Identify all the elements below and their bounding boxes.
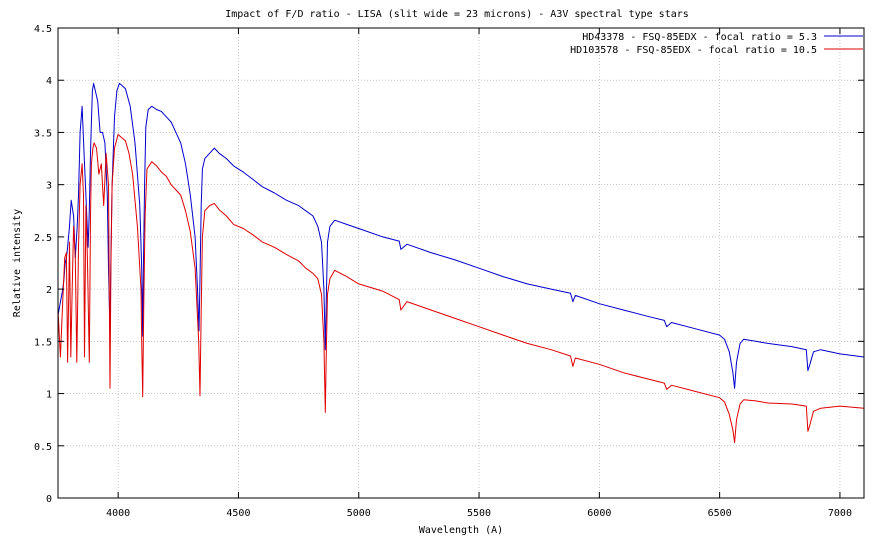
x-tick-label: 4000 xyxy=(106,508,130,519)
legend-label-series-1: HD43378 - FSQ-85EDX - focal ratio = 5.3 xyxy=(582,32,817,43)
y-tick-label: 3.5 xyxy=(34,128,52,139)
plot-frame xyxy=(57,27,865,499)
series-line-2 xyxy=(57,134,865,444)
series-line-1 xyxy=(57,82,865,389)
x-tick-label: 4500 xyxy=(226,508,250,519)
legend-label-series-2: HD103578 - FSQ-85EDX - focal ratio = 10.… xyxy=(570,45,817,56)
series-layer xyxy=(57,82,865,444)
chart-title: Impact of F/D ratio - LISA (slit wide = … xyxy=(225,9,689,20)
y-axis-label: Relative intensity xyxy=(12,209,23,317)
y-tick-label: 3 xyxy=(46,181,52,192)
y-tick-label: 1.5 xyxy=(34,337,52,348)
x-tick-label: 7000 xyxy=(828,508,852,519)
y-tick-label: 4.5 xyxy=(34,24,52,35)
y-tick-label: 1 xyxy=(46,390,52,401)
axis-ticks: 4000 4500 5000 5500 6000 6500 7000 0 0.5 1 1.5 2 2.5… xyxy=(34,24,864,519)
x-tick-label: 5500 xyxy=(467,508,491,519)
y-tick-label: 0.5 xyxy=(34,442,52,453)
y-tick-label: 2 xyxy=(46,285,52,296)
y-tick-label: 0 xyxy=(46,494,52,505)
y-tick-label: 2.5 xyxy=(34,233,52,244)
x-tick-label: 6500 xyxy=(708,508,732,519)
x-tick-label: 5000 xyxy=(347,508,371,519)
legend: HD43378 - FSQ-85EDX - focal ratio = 5.3 … xyxy=(570,32,863,56)
grid-lines xyxy=(58,28,864,498)
y-tick-label: 4 xyxy=(46,76,52,87)
x-tick-label: 6000 xyxy=(587,508,611,519)
x-axis-label: Wavelength (A) xyxy=(419,525,503,536)
